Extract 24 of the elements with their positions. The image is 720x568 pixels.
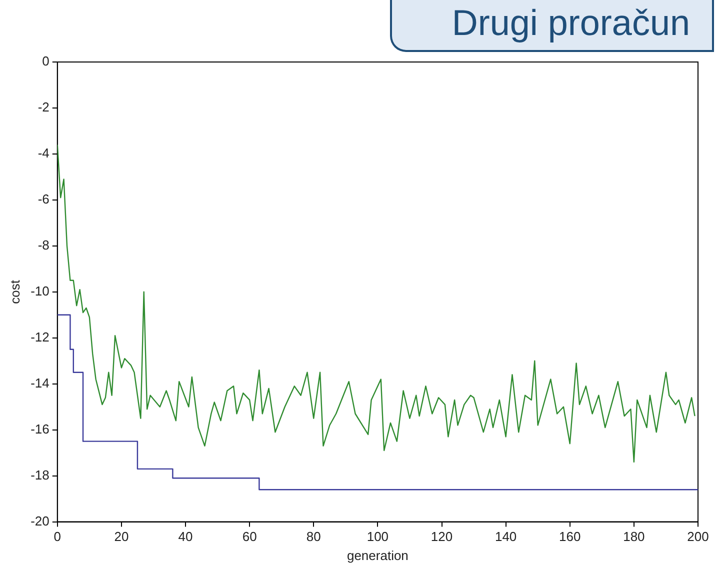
x-tick-label: 180 (623, 529, 645, 544)
x-tick-label: 0 (54, 529, 62, 544)
x-tick-label: 40 (178, 529, 193, 544)
y-tick-label: -16 (30, 421, 50, 436)
y-tick-label: 0 (42, 54, 50, 69)
y-tick-label: -10 (30, 283, 50, 298)
y-axis-title: cost (7, 280, 22, 304)
x-tick-label: 140 (494, 529, 517, 544)
x-tick-label: 20 (114, 529, 129, 544)
y-tick-label: -2 (38, 100, 50, 115)
x-tick-label: 80 (306, 529, 321, 544)
x-tick-label: 120 (430, 529, 453, 544)
x-tick-label: 60 (242, 529, 257, 544)
y-tick-label: -6 (38, 192, 50, 207)
x-tick-label: 100 (366, 529, 389, 544)
y-tick-label: -14 (30, 375, 50, 390)
x-tick-label: 200 (687, 529, 709, 544)
x-axis-title: generation (346, 548, 408, 563)
y-tick-label: -4 (38, 146, 50, 161)
y-tick-label: -12 (30, 329, 50, 344)
x-tick-label: 160 (559, 529, 581, 544)
y-tick-label: -18 (30, 467, 50, 482)
y-tick-label: -8 (38, 238, 50, 252)
y-tick-label: -20 (30, 513, 50, 528)
